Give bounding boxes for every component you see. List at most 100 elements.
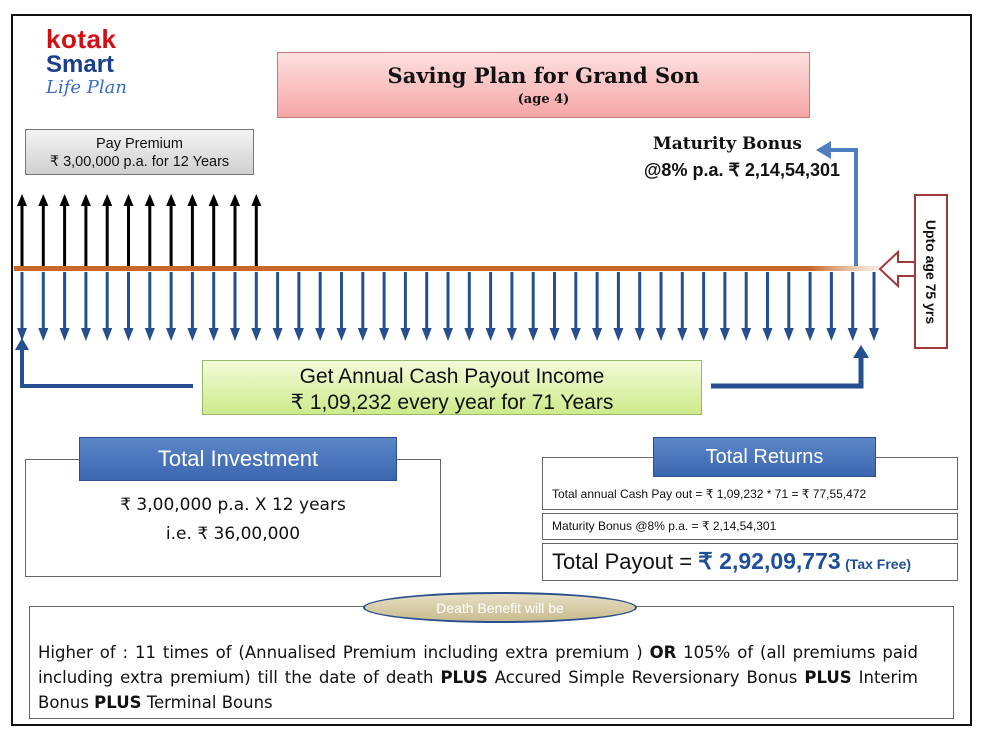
payout-arrow-head bbox=[102, 328, 113, 341]
death-text-1: Higher of : 11 times of (Annualised Prem… bbox=[38, 643, 650, 662]
premium-arrow-head bbox=[187, 194, 198, 206]
payout-arrow-head bbox=[80, 328, 91, 341]
premium-arrow-head bbox=[102, 194, 113, 206]
death-bold-plus-1: PLUS bbox=[440, 668, 488, 687]
investment-total: i.e. ₹ 36,00,000 bbox=[165, 524, 301, 544]
payout-arrow-head bbox=[293, 328, 304, 341]
maturity-bonus: Maturity Bonus @8% p.a. ₹ 2,14,54,301 bbox=[600, 134, 840, 181]
payout-arrow-head bbox=[251, 328, 262, 341]
payout-arrow-head bbox=[783, 328, 794, 341]
premium-arrow-head bbox=[230, 194, 240, 206]
death-bold-plus-2: PLUS bbox=[804, 668, 852, 687]
death-text-2: 105% of (all premiums paid including ext… bbox=[38, 643, 918, 687]
payout-arrow-head bbox=[315, 328, 326, 341]
payout-arrow-head bbox=[400, 328, 411, 341]
pay-premium-box: Pay Premium ₹ 3,00,000 p.a. for 12 Years bbox=[25, 129, 254, 175]
payout-arrow-head bbox=[826, 328, 837, 341]
payout-arrows bbox=[17, 272, 879, 341]
returns-maturity-bonus: Maturity Bonus @8% p.a. = ₹ 2,14,54,301 bbox=[542, 513, 958, 540]
annual-payout-title: Get Annual Cash Payout Income bbox=[299, 365, 605, 388]
title-box: Saving Plan for Grand Son (age 4) bbox=[277, 52, 810, 118]
premium-arrow-head bbox=[166, 194, 177, 206]
annual-payout-box: Get Annual Cash Payout Income ₹ 1,09,232… bbox=[202, 360, 702, 415]
age-arrow bbox=[878, 249, 917, 289]
payout-arrow-head bbox=[847, 328, 858, 341]
investment-formula: ₹ 3,00,000 p.a. X 12 years bbox=[120, 495, 346, 515]
maturity-bonus-amount: @8% p.a. ₹ 2,14,54,301 bbox=[643, 160, 840, 180]
premium-arrow-head bbox=[123, 194, 134, 206]
premium-arrow-head bbox=[59, 194, 70, 206]
pay-premium-amount: ₹ 3,00,000 p.a. for 12 Years bbox=[49, 154, 230, 170]
payout-arrow-head bbox=[421, 328, 432, 341]
logo-smart: Smart bbox=[46, 51, 115, 78]
premium-arrow-head bbox=[144, 194, 155, 206]
tax-free-label: (Tax Free) bbox=[845, 556, 912, 572]
death-text-5: Terminal Bouns bbox=[141, 693, 273, 712]
death-bold-or: OR bbox=[649, 643, 677, 662]
premium-arrow-head bbox=[80, 194, 91, 206]
page-subtitle: (age 4) bbox=[517, 92, 570, 107]
premium-arrows bbox=[17, 194, 262, 266]
payout-arrow-head bbox=[187, 328, 198, 341]
payout-arrow-head bbox=[719, 328, 730, 341]
payout-arrow-head bbox=[741, 328, 752, 341]
payout-arrow-head bbox=[506, 328, 517, 341]
kotak-logo: kotak Smart Life Plan bbox=[46, 26, 127, 97]
death-text-3: Accured Simple Reversionary Bonus bbox=[487, 668, 805, 687]
payout-arrow-head bbox=[357, 328, 368, 341]
age-limit-box: Upto age 75 yrs bbox=[914, 194, 948, 349]
page-frame bbox=[11, 14, 972, 726]
maturity-bonus-label: Maturity Bonus bbox=[652, 134, 802, 154]
pay-premium-label: Pay Premium bbox=[95, 136, 184, 152]
payout-arrow-head bbox=[123, 328, 134, 341]
payout-arrow-head bbox=[17, 328, 27, 341]
payout-arrow-head bbox=[634, 328, 645, 341]
death-bold-plus-3: PLUS bbox=[94, 693, 142, 712]
payout-arrow-head bbox=[144, 328, 155, 341]
returns-heading: Total Returns bbox=[653, 437, 876, 477]
payout-arrow-head bbox=[485, 328, 496, 341]
maturity-arrow-head bbox=[816, 141, 831, 159]
payout-arrow-head bbox=[443, 328, 453, 341]
investment-heading: Total Investment bbox=[79, 437, 397, 481]
payout-arrow-head bbox=[464, 328, 475, 341]
returns-total-payout: Total Payout = ₹ 2,92,09,773 (Tax Free) bbox=[542, 543, 958, 581]
payout-arrow-head bbox=[677, 328, 688, 341]
timeline-line bbox=[14, 266, 880, 271]
payout-arrow-head bbox=[38, 328, 49, 341]
payout-bracket-right bbox=[711, 356, 864, 389]
payout-arrow-head bbox=[869, 328, 879, 341]
premium-arrow-head bbox=[38, 194, 49, 206]
payout-arrow-head bbox=[570, 328, 581, 341]
payout-arrow-head bbox=[59, 328, 70, 341]
payout-arrow-head bbox=[379, 328, 390, 341]
payout-arrow-head bbox=[528, 328, 539, 341]
returns-cash-payout: Total annual Cash Pay out = ₹ 1,09,232 *… bbox=[552, 487, 867, 501]
payout-bracket-right-head bbox=[853, 345, 869, 358]
payout-bracket-left bbox=[20, 344, 193, 388]
death-benefit-heading: Death Benefit will be bbox=[363, 592, 637, 623]
payout-arrow-head bbox=[336, 328, 347, 341]
maturity-arrow-line bbox=[829, 148, 858, 266]
payout-arrow-head bbox=[805, 328, 816, 341]
payout-arrow-head bbox=[230, 328, 240, 341]
page-title: Saving Plan for Grand Son bbox=[387, 63, 700, 88]
total-payout-amount: ₹ 2,92,09,773 bbox=[698, 548, 841, 574]
total-payout-label: Total Payout = bbox=[552, 549, 699, 574]
annual-payout-amount: ₹ 1,09,232 every year for 71 Years bbox=[290, 391, 614, 414]
premium-arrow-head bbox=[251, 194, 262, 206]
payout-arrow-head bbox=[762, 328, 773, 341]
payout-bracket-left-head bbox=[15, 338, 29, 350]
payout-arrow-head bbox=[592, 328, 603, 341]
logo-kotak: kotak bbox=[46, 24, 117, 54]
age-limit-label: Upto age 75 yrs bbox=[923, 219, 939, 324]
death-text-4: Interim Bonus bbox=[38, 668, 919, 712]
premium-arrow-head bbox=[17, 194, 27, 206]
logo-life-plan: Life Plan bbox=[46, 77, 127, 98]
payout-arrow-head bbox=[208, 328, 219, 341]
payout-arrow-head bbox=[272, 328, 283, 341]
payout-arrow-head bbox=[656, 328, 666, 341]
payout-arrow-head bbox=[613, 328, 624, 341]
death-benefit-text: Higher of : 11 times of (Annualised Prem… bbox=[38, 640, 918, 715]
